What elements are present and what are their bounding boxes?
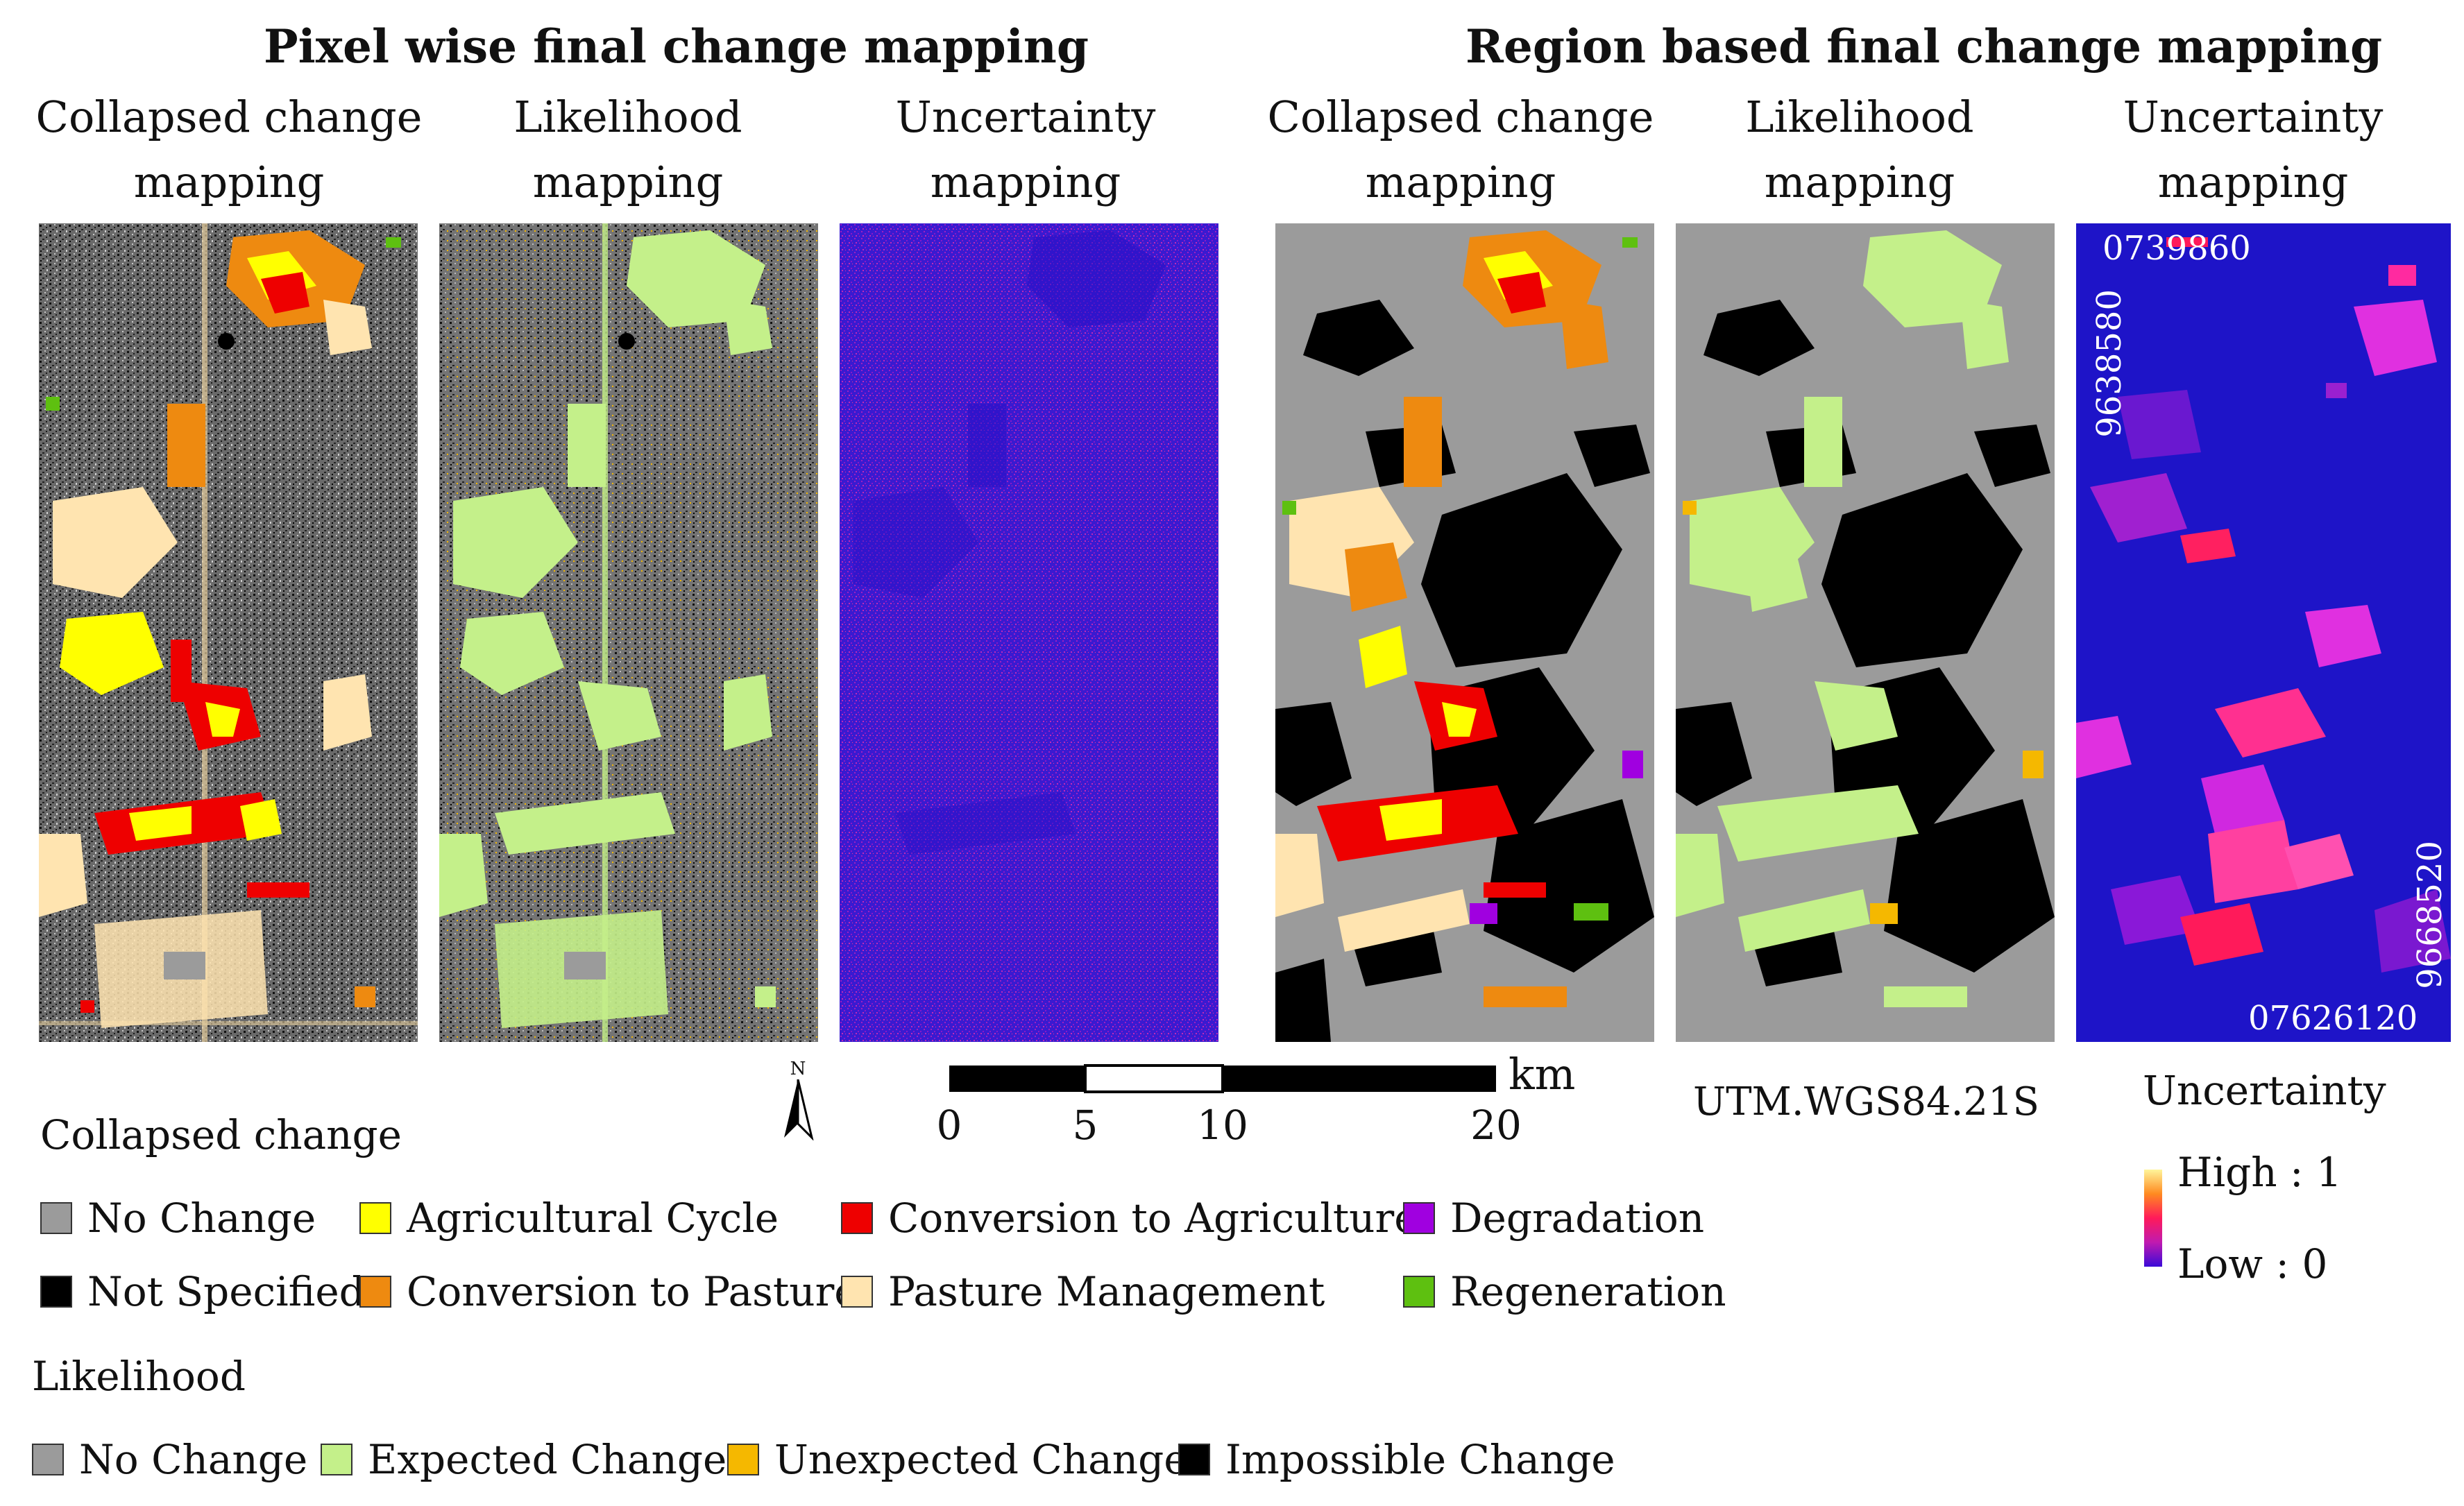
- scale-tick-5: 5: [1072, 1102, 1098, 1149]
- legend-label: No Change: [87, 1195, 316, 1242]
- coord-right-y: 9668520: [2411, 841, 2449, 989]
- panel-title-line2: mapping: [133, 157, 325, 207]
- scale-tick-20: 20: [1470, 1102, 1522, 1149]
- panel-title-region-likelihood: Likelihood mapping: [1665, 85, 2054, 215]
- swatch-impossible-change: [1178, 1444, 1210, 1475]
- north-arrow: N: [781, 1059, 815, 1142]
- pixel-section-title: Pixel wise final change mapping: [264, 19, 1089, 74]
- legend-label: Unexpected Change: [774, 1436, 1188, 1483]
- map-pixel-collapsed: [39, 223, 418, 1042]
- swatch-not-specified: [40, 1276, 72, 1308]
- legend-label: Degradation: [1450, 1195, 1705, 1242]
- scale-unit: km: [1509, 1049, 1576, 1099]
- uncertainty-low-label: Low : 0: [2177, 1240, 2328, 1287]
- swatch-conversion-to-agriculture: [841, 1202, 873, 1234]
- legend-label: Conversion to Pasture: [407, 1268, 858, 1315]
- uncertainty-high-label: High : 1: [2177, 1149, 2342, 1196]
- legend-item-not-specified: Not Specified: [40, 1268, 365, 1315]
- legend-label: Regeneration: [1450, 1268, 1726, 1315]
- swatch-degradation: [1403, 1202, 1435, 1234]
- legend-label: Conversion to Agriculture: [888, 1195, 1418, 1242]
- swatch-pasture-management: [841, 1276, 873, 1308]
- panel-title-line1: Likelihood: [1745, 92, 1974, 142]
- legend-label: Impossible Change: [1225, 1436, 1615, 1483]
- legend-item-unexpected-change: Unexpected Change: [727, 1436, 1188, 1483]
- legend-label: Not Specified: [87, 1268, 365, 1315]
- legend-item-no-change: No Change: [40, 1195, 316, 1242]
- coord-top-x: 0739860: [2102, 229, 2251, 268]
- projection-label: UTM.WGS84.21S: [1693, 1079, 2040, 1124]
- legend-label: Expected Change: [368, 1436, 727, 1483]
- legend-item-likelihood-no-change: No Change: [32, 1436, 307, 1483]
- map-pixel-uncertainty: [840, 223, 1218, 1042]
- swatch-unexpected-change: [727, 1444, 759, 1475]
- map-region-likelihood: [1676, 223, 2055, 1042]
- legend-item-degradation: Degradation: [1403, 1195, 1704, 1242]
- panel-title-line1: Uncertainty: [895, 92, 1156, 142]
- legend-label: No Change: [79, 1436, 308, 1483]
- legend-label: Pasture Management: [888, 1268, 1325, 1315]
- uncertainty-legend-title: Uncertainty: [2143, 1067, 2386, 1114]
- panel-title-line2: mapping: [2157, 157, 2349, 207]
- legend-item-conversion-to-pasture: Conversion to Pasture: [359, 1268, 858, 1315]
- legend-label: Agricultural Cycle: [407, 1195, 779, 1242]
- swatch-expected-change: [321, 1444, 352, 1475]
- panel-title-line1: Likelihood: [513, 92, 742, 142]
- likelihood-legend-title: Likelihood: [32, 1353, 246, 1400]
- legend-item-regeneration: Regeneration: [1403, 1268, 1726, 1315]
- legend-item-pasture-management: Pasture Management: [841, 1268, 1325, 1315]
- coord-left-y: 9638580: [2090, 289, 2129, 438]
- swatch-agricultural-cycle: [359, 1202, 391, 1234]
- panel-title-line2: mapping: [930, 157, 1121, 207]
- map-region-collapsed: [1275, 223, 1654, 1042]
- panel-title-line1: Collapsed change: [35, 92, 423, 142]
- panel-title-line2: mapping: [1365, 157, 1556, 207]
- panel-title-pixel-uncertainty: Uncertainty mapping: [831, 85, 1220, 215]
- panel-title-line1: Collapsed change: [1267, 92, 1654, 142]
- scale-tick-0: 0: [936, 1102, 962, 1149]
- scale-bar: [948, 1064, 1497, 1093]
- region-section-title: Region based final change mapping: [1465, 19, 2383, 74]
- legend-item-agricultural-cycle: Agricultural Cycle: [359, 1195, 779, 1242]
- scale-tick-10: 10: [1197, 1102, 1248, 1149]
- map-pixel-likelihood: [439, 223, 818, 1042]
- north-label: N: [790, 1059, 806, 1079]
- swatch-regeneration: [1403, 1276, 1435, 1308]
- legend-item-expected-change: Expected Change: [321, 1436, 727, 1483]
- panel-title-region-uncertainty: Uncertainty mapping: [2059, 85, 2447, 215]
- scale-bar-graphic: [949, 1064, 1496, 1093]
- map-region-uncertainty: 0739860 9638580 9668520 07626120: [2076, 223, 2451, 1042]
- panel-title-line1: Uncertainty: [2123, 92, 2384, 142]
- north-arrow-icon: [784, 1079, 814, 1140]
- panel-title-pixel-collapsed: Collapsed change mapping: [35, 85, 423, 215]
- panel-title-line2: mapping: [1764, 157, 1955, 207]
- coord-bottom-x: 07626120: [2248, 999, 2418, 1038]
- uncertainty-color-ramp: [2144, 1170, 2162, 1267]
- panel-title-line2: mapping: [532, 157, 724, 207]
- swatch-conversion-to-pasture: [359, 1276, 391, 1308]
- legend-item-conversion-to-agriculture: Conversion to Agriculture: [841, 1195, 1418, 1242]
- swatch-likelihood-no-change: [32, 1444, 64, 1475]
- legend-item-impossible-change: Impossible Change: [1178, 1436, 1615, 1483]
- panel-title-pixel-likelihood: Likelihood mapping: [434, 85, 822, 215]
- collapsed-legend-title: Collapsed change: [40, 1111, 402, 1158]
- panel-title-region-collapsed: Collapsed change mapping: [1266, 85, 1655, 215]
- swatch-no-change: [40, 1202, 72, 1234]
